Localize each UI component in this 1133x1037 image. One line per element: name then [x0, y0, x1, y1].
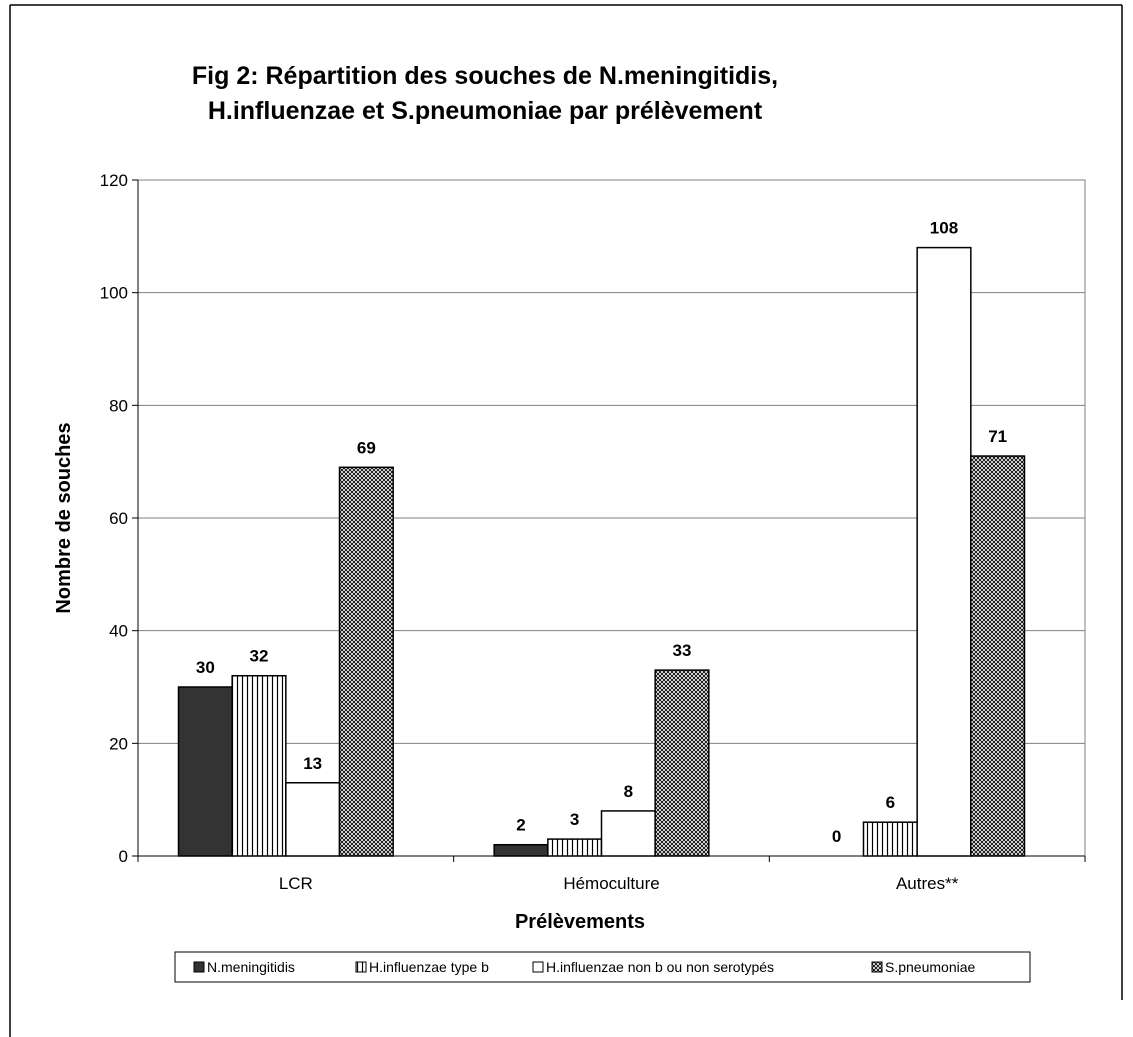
legend-label: H.influenzae type b	[369, 959, 489, 975]
value-label: 8	[624, 782, 633, 801]
y-tick-label: 80	[109, 396, 128, 415]
x-tick-label: LCR	[279, 874, 313, 893]
legend-label: H.influenzae non b ou non serotypés	[546, 959, 774, 975]
bar	[654, 669, 710, 857]
value-label: 108	[930, 219, 958, 238]
bar	[285, 782, 341, 857]
y-axis-label: Nombre de souches	[53, 422, 75, 613]
frame	[9, 4, 1123, 1037]
bar	[600, 810, 656, 857]
bar	[177, 686, 233, 857]
y-tick-label: 40	[109, 622, 128, 641]
y-tick-label: 0	[119, 847, 128, 866]
bar	[862, 821, 918, 857]
y-tick-label: 20	[109, 734, 128, 753]
x-tick-label: Autres**	[896, 874, 959, 893]
bar	[547, 838, 603, 857]
legend-swatch	[355, 961, 367, 973]
value-label: 69	[357, 438, 376, 457]
chart-title: Fig 2: Répartition des souches de N.meni…	[192, 62, 778, 90]
value-label: 0	[832, 827, 841, 846]
value-label: 32	[250, 647, 269, 666]
value-label: 30	[196, 658, 215, 677]
value-label: 3	[570, 810, 579, 829]
y-tick-label: 60	[109, 509, 128, 528]
bar	[916, 246, 972, 857]
value-label: 71	[988, 427, 1007, 446]
legend-swatch	[193, 961, 205, 973]
chart-title: H.influenzae et S.pneumoniae par prélève…	[208, 97, 763, 125]
legend-label: N.meningitidis	[207, 959, 295, 975]
x-tick-label: Hémoculture	[563, 874, 659, 893]
x-axis-label: Prélèvements	[515, 911, 645, 933]
value-label: 33	[673, 641, 692, 660]
y-tick-label: 100	[100, 284, 128, 303]
bar	[338, 466, 394, 857]
legend-swatch	[532, 961, 544, 973]
legend-swatch	[871, 961, 883, 973]
value-label: 13	[303, 754, 322, 773]
value-label: 2	[516, 816, 525, 835]
y-tick-label: 120	[100, 171, 128, 190]
bar	[970, 455, 1026, 857]
value-label: 6	[886, 793, 895, 812]
bar	[493, 843, 549, 857]
legend-box	[174, 951, 1031, 983]
legend-label: S.pneumoniae	[885, 959, 976, 975]
bar	[231, 674, 287, 857]
